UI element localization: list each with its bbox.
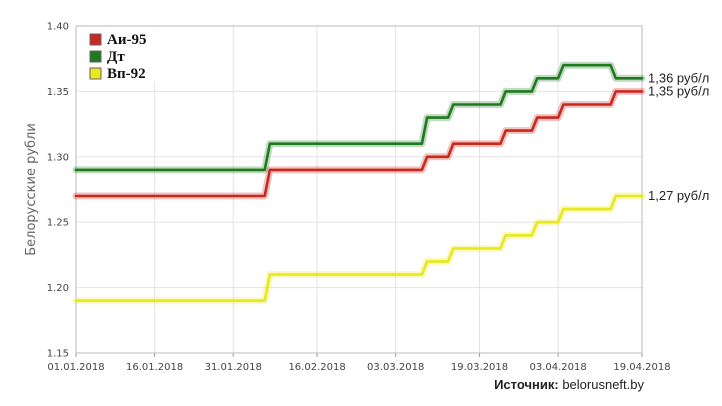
series-line xyxy=(74,194,644,303)
y-axis-ticks: 1.15 1.20 1.25 1.30 1.35 1.40 xyxy=(47,22,69,360)
y-tick-label: 1.30 xyxy=(47,152,69,163)
source-label: Источник: xyxy=(494,377,559,392)
series-line-glow xyxy=(72,192,646,305)
series-line xyxy=(74,63,644,172)
y-tick-label: 1.15 xyxy=(47,349,69,360)
legend-label: Аи-95 xyxy=(107,32,146,48)
x-tick-label: 01.01.2018 xyxy=(47,362,104,373)
y-tick-label: 1.40 xyxy=(47,22,69,33)
y-axis-title: Белорусские рубли xyxy=(24,123,39,256)
source-value: belorusneft.by xyxy=(562,377,644,392)
legend-swatch xyxy=(89,67,102,80)
x-tick-label: 19.04.2018 xyxy=(613,362,670,373)
x-tick-label: 03.03.2018 xyxy=(367,362,424,373)
series-lines xyxy=(72,61,646,305)
y-tick-label: 1.20 xyxy=(47,283,69,294)
x-tick-label: 16.02.2018 xyxy=(288,362,345,373)
end-value-labels: 1,35 руб/л1,36 руб/л 1,27 руб/л xyxy=(648,70,709,203)
end-value-label: 1,36 руб/л xyxy=(648,70,709,85)
x-tick-label: 03.04.2018 xyxy=(530,362,587,373)
y-tick-label: 1.25 xyxy=(47,218,69,229)
plot-area xyxy=(75,25,643,354)
x-axis-ticks: 01.01.2018 16.01.2018 31.01.2018 16.02.2018… xyxy=(47,353,671,373)
legend-swatch xyxy=(89,33,102,46)
legend-label: Дт xyxy=(107,49,125,65)
legend-swatch xyxy=(89,50,102,63)
series-line xyxy=(74,90,644,198)
x-tick-label: 31.01.2018 xyxy=(205,362,262,373)
source-credit: Источник: belorusneft.by xyxy=(494,377,644,392)
end-value-label: 1,35 руб/л xyxy=(648,83,709,98)
x-tick-label: 16.01.2018 xyxy=(126,362,183,373)
x-tick-label: 19.03.2018 xyxy=(451,362,508,373)
end-value-label: 1,27 руб/л xyxy=(648,188,709,203)
y-tick-label: 1.35 xyxy=(47,87,69,98)
legend-label: Вп-92 xyxy=(107,66,146,82)
